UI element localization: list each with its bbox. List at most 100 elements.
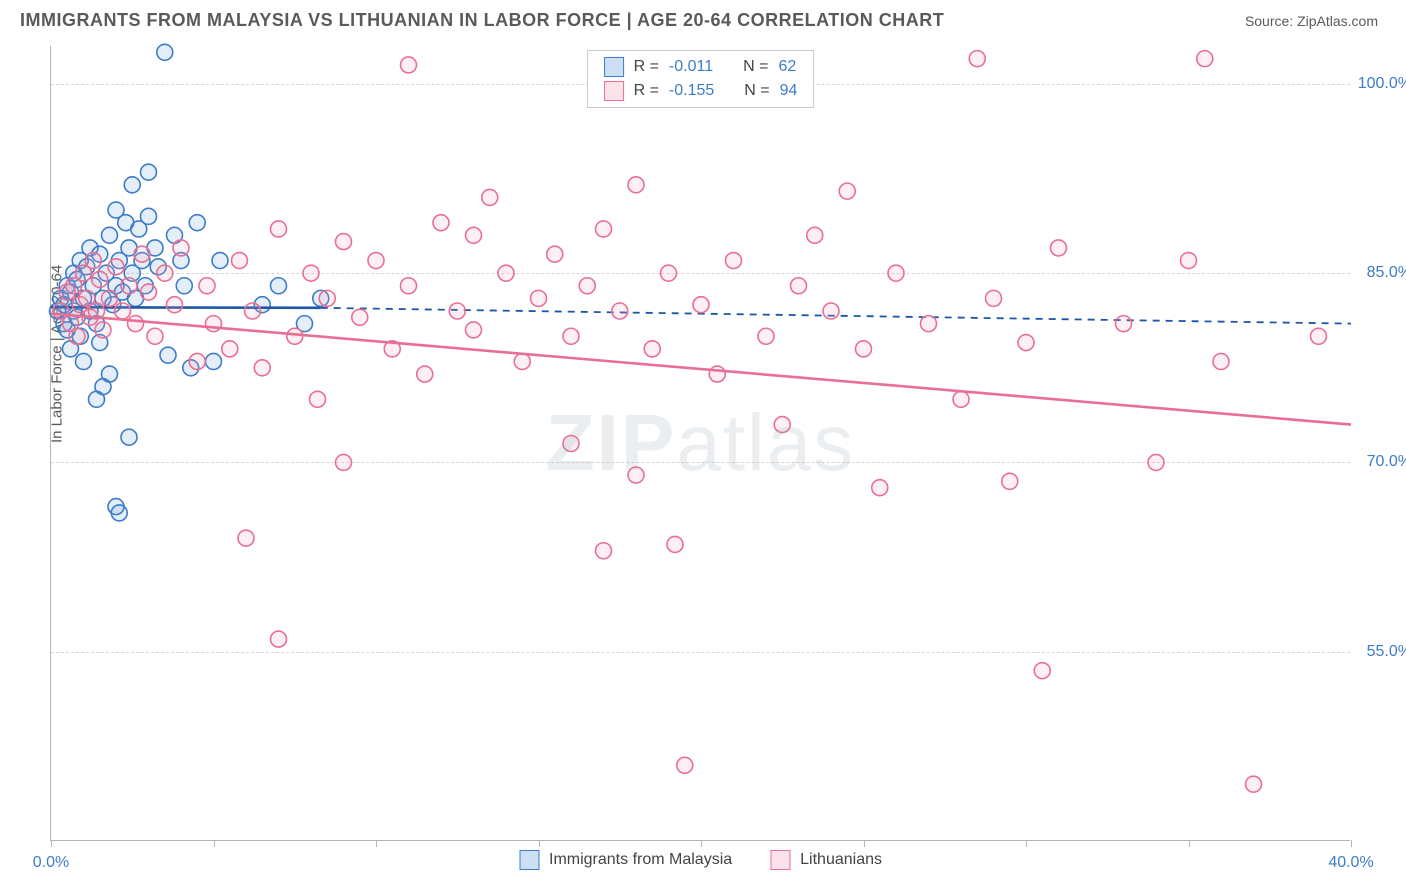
data-point <box>271 221 287 237</box>
x-tick-label: 0.0% <box>33 854 69 872</box>
data-point <box>661 265 677 281</box>
data-point <box>1311 328 1327 344</box>
data-point <box>872 480 888 496</box>
data-point <box>758 328 774 344</box>
swatch-icon <box>604 57 624 77</box>
y-tick-label: 85.0% <box>1367 264 1406 282</box>
data-point <box>1181 253 1197 269</box>
data-point <box>121 429 137 445</box>
y-tick-label: 70.0% <box>1367 453 1406 471</box>
data-point <box>449 303 465 319</box>
data-point <box>128 316 144 332</box>
x-tick-mark <box>376 840 377 847</box>
data-point <box>271 278 287 294</box>
data-point <box>579 278 595 294</box>
x-tick-mark <box>1351 840 1352 847</box>
data-point <box>839 183 855 199</box>
data-point <box>667 536 683 552</box>
data-point <box>238 530 254 546</box>
data-point <box>206 316 222 332</box>
data-point <box>1197 51 1213 67</box>
data-point <box>433 215 449 231</box>
data-point <box>160 347 176 363</box>
chart-area: In Labor Force | Age 20-64 ZIPatlas R = … <box>50 46 1350 841</box>
x-tick-label: 40.0% <box>1328 854 1373 872</box>
data-point <box>1246 776 1262 792</box>
data-point <box>102 290 118 306</box>
data-point <box>1148 454 1164 470</box>
data-point <box>709 366 725 382</box>
legend-r-label: R = <box>634 58 659 76</box>
data-point <box>953 391 969 407</box>
y-tick-label: 100.0% <box>1358 75 1406 93</box>
data-point <box>115 303 131 319</box>
data-point <box>628 467 644 483</box>
data-point <box>199 278 215 294</box>
data-point <box>791 278 807 294</box>
data-point <box>134 246 150 262</box>
data-point <box>596 543 612 559</box>
data-point <box>1213 353 1229 369</box>
data-point <box>69 328 85 344</box>
legend-label: Lithuanians <box>800 851 882 869</box>
legend-r-value: -0.011 <box>669 58 713 76</box>
data-point <box>466 322 482 338</box>
data-point <box>176 278 192 294</box>
x-tick-mark <box>51 840 52 847</box>
data-point <box>124 177 140 193</box>
data-point <box>303 265 319 281</box>
data-point <box>482 189 498 205</box>
data-point <box>644 341 660 357</box>
data-point <box>147 328 163 344</box>
data-point <box>1034 663 1050 679</box>
x-tick-mark <box>701 840 702 847</box>
data-point <box>823 303 839 319</box>
data-point <box>157 265 173 281</box>
data-point <box>401 278 417 294</box>
data-point <box>141 164 157 180</box>
legend-r-value: -0.155 <box>669 82 714 100</box>
x-tick-mark <box>214 840 215 847</box>
data-point <box>189 353 205 369</box>
x-tick-mark <box>864 840 865 847</box>
data-point <box>254 360 270 376</box>
data-point <box>596 221 612 237</box>
data-point <box>514 353 530 369</box>
data-point <box>336 234 352 250</box>
scatter-plot <box>51 46 1350 840</box>
source-attribution: Source: ZipAtlas.com <box>1245 13 1378 29</box>
x-tick-mark <box>1189 840 1190 847</box>
data-point <box>141 284 157 300</box>
data-point <box>612 303 628 319</box>
data-point <box>1116 316 1132 332</box>
data-point <box>628 177 644 193</box>
legend-n-label: N = <box>743 58 768 76</box>
data-point <box>563 436 579 452</box>
data-point <box>563 328 579 344</box>
x-tick-mark <box>539 840 540 847</box>
data-point <box>368 253 384 269</box>
data-point <box>466 227 482 243</box>
data-point <box>677 757 693 773</box>
data-point <box>969 51 985 67</box>
data-point <box>336 454 352 470</box>
data-point <box>111 505 127 521</box>
x-tick-mark <box>1026 840 1027 847</box>
data-point <box>888 265 904 281</box>
data-point <box>76 353 92 369</box>
legend-n-value: 62 <box>778 58 796 76</box>
data-point <box>141 208 157 224</box>
data-point <box>121 278 137 294</box>
data-point <box>986 290 1002 306</box>
data-point <box>167 297 183 313</box>
data-point <box>157 44 173 60</box>
data-point <box>212 253 228 269</box>
data-point <box>222 341 238 357</box>
data-point <box>1002 473 1018 489</box>
data-point <box>693 297 709 313</box>
data-point <box>189 215 205 231</box>
data-point <box>417 366 433 382</box>
data-point <box>206 353 222 369</box>
series-legend: Immigrants from Malaysia Lithuanians <box>519 850 882 870</box>
data-point <box>271 631 287 647</box>
